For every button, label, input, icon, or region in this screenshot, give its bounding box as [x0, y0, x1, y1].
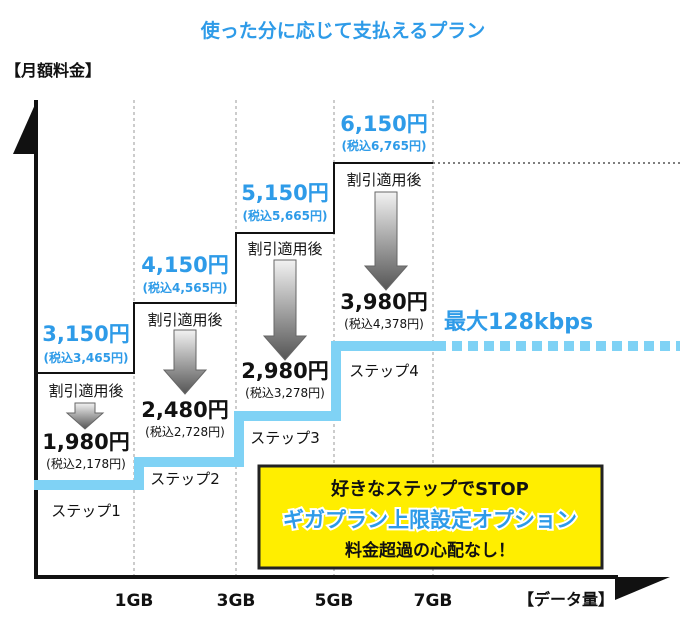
step1-discount-label: 割引適用後 [48, 382, 123, 400]
step2-regular-tax: (税込4,565円) [143, 280, 228, 295]
x-tick-1gb: 1GB [115, 591, 154, 611]
y-axis [34, 100, 38, 579]
step2-discounted-price: 2,480円 [141, 398, 228, 422]
x-axis [34, 575, 618, 579]
discount-arrow-step1 [65, 402, 105, 430]
step1-discounted-tax: (税込2,178円) [46, 457, 126, 471]
step2-discounted-tax: (税込2,728円) [145, 425, 225, 439]
chart-title: 使った分に応じて支払えるプラン [200, 19, 485, 42]
step4-regular-tax: (税込6,765円) [342, 138, 427, 153]
step3-discount-label: 割引適用後 [247, 240, 322, 258]
step4-discounted-tax: (税込4,378円) [344, 317, 424, 331]
y-axis-arrowhead [13, 100, 37, 154]
discount-arrow-step3 [262, 259, 308, 361]
x-axis-arrowhead [615, 577, 670, 600]
step3-discounted-price: 2,980円 [241, 359, 328, 383]
step3-regular-price: 5,150円 [241, 181, 328, 205]
step3-label: ステップ3 [250, 429, 320, 447]
step1-label: ステップ1 [51, 502, 121, 520]
step1-discounted-price: 1,980円 [42, 430, 129, 454]
stop-option-callout: 好きなステップでSTOP ギガプラン上限設定オプション 料金超過の心配なし！ [257, 464, 604, 570]
y-axis-label: 【月額料金】 [5, 61, 101, 80]
step4-regular-price: 6,150円 [340, 112, 427, 136]
discounted-price-step-line [34, 341, 436, 490]
x-tick-3gb: 3GB [217, 591, 256, 611]
regular-price-step-line [34, 162, 433, 374]
step2-label: ステップ2 [150, 470, 220, 488]
callout-line3: 料金超過の心配なし！ [345, 540, 515, 561]
callout-line2: ギガプラン上限設定オプション [283, 508, 577, 532]
x-tick-7gb: 7GB [414, 591, 453, 611]
step1-regular-price: 3,150円 [42, 322, 129, 346]
step4-discount-label: 割引適用後 [346, 171, 421, 189]
step3-discounted-tax: (税込3,278円) [245, 386, 325, 400]
x-tick-5gb: 5GB [315, 591, 354, 611]
step3-regular-tax: (税込5,665円) [243, 208, 328, 223]
callout-line1: 好きなステップでSTOP [330, 478, 529, 500]
x-axis-label: 【データ量】 [518, 590, 614, 609]
step2-discount-label: 割引適用後 [147, 311, 222, 329]
step1-regular-tax: (税込3,465円) [44, 350, 129, 365]
discount-arrow-step4 [363, 191, 409, 291]
callout-background [257, 464, 604, 570]
max-speed-label: 最大128kbps [444, 310, 593, 335]
step2-regular-price: 4,150円 [141, 253, 228, 277]
discount-arrow-step2 [162, 329, 208, 395]
step4-label: ステップ4 [349, 362, 419, 380]
step4-discounted-price: 3,980円 [340, 290, 427, 314]
